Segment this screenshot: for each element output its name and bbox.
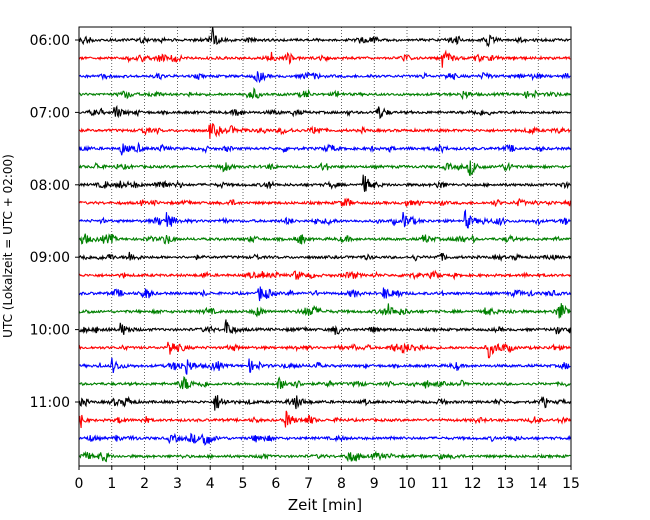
x-tick-label: 7 [304, 476, 313, 492]
y-tick-label: 08:00 [30, 178, 70, 194]
y-tick-label: 09:00 [30, 250, 70, 266]
seismic-trace [78, 123, 571, 139]
x-axis-label: Zeit [min] [288, 496, 362, 514]
x-tick-label: 10 [398, 476, 416, 492]
x-tick-label: 4 [206, 476, 215, 492]
seismic-trace [78, 160, 571, 177]
seismic-trace [78, 395, 571, 411]
seismic-trace [78, 174, 571, 192]
seismic-trace [78, 303, 571, 319]
plot-frame [78, 26, 572, 467]
traces [78, 26, 571, 463]
seismic-trace [78, 450, 571, 463]
x-tick-label: 3 [173, 476, 182, 492]
x-tick-label: 8 [337, 476, 346, 492]
seismic-trace [78, 71, 571, 84]
y-tick-label: 11:00 [30, 395, 70, 411]
seismic-trace [78, 141, 571, 156]
x-tick-label: 11 [431, 476, 449, 492]
x-tick-label: 5 [239, 476, 248, 492]
grid [111, 27, 539, 466]
y-axis: 06:00 07:00 08:00 09:00 10:00 11:00 [30, 33, 79, 411]
seismic-trace [78, 26, 571, 48]
x-tick-label: 9 [370, 476, 379, 492]
seismic-trace [78, 375, 571, 390]
x-tick-label: 13 [496, 476, 514, 492]
seismic-trace [78, 357, 571, 375]
seismic-trace [78, 432, 571, 446]
x-tick-label: 14 [529, 476, 547, 492]
x-tick-label: 12 [464, 476, 482, 492]
seismic-trace [78, 319, 571, 335]
seismic-trace [78, 49, 571, 68]
y-axis-label: UTC (Lokalzeit = UTC + 02:00) [1, 154, 15, 338]
seismic-trace [78, 233, 571, 245]
x-tick-label: 0 [75, 476, 84, 492]
x-tick-label: 1 [107, 476, 116, 492]
seismic-trace [78, 197, 571, 208]
x-tick-label: 15 [562, 476, 580, 492]
seismic-trace [78, 104, 571, 120]
seismic-trace [78, 410, 571, 429]
seismic-trace [78, 341, 571, 359]
seismic-trace [78, 286, 571, 302]
y-tick-label: 10:00 [30, 323, 70, 339]
x-axis: 0 1 2 3 4 5 6 7 8 9 10 11 12 13 14 15 [75, 466, 580, 492]
seismic-trace [78, 209, 571, 229]
y-tick-label: 06:00 [30, 33, 70, 49]
seismic-trace [78, 87, 571, 101]
x-tick-label: 6 [271, 476, 280, 492]
y-tick-label: 07:00 [30, 105, 70, 121]
seismic-trace [78, 251, 571, 263]
x-tick-label: 2 [140, 476, 149, 492]
seismic-trace [78, 269, 571, 281]
